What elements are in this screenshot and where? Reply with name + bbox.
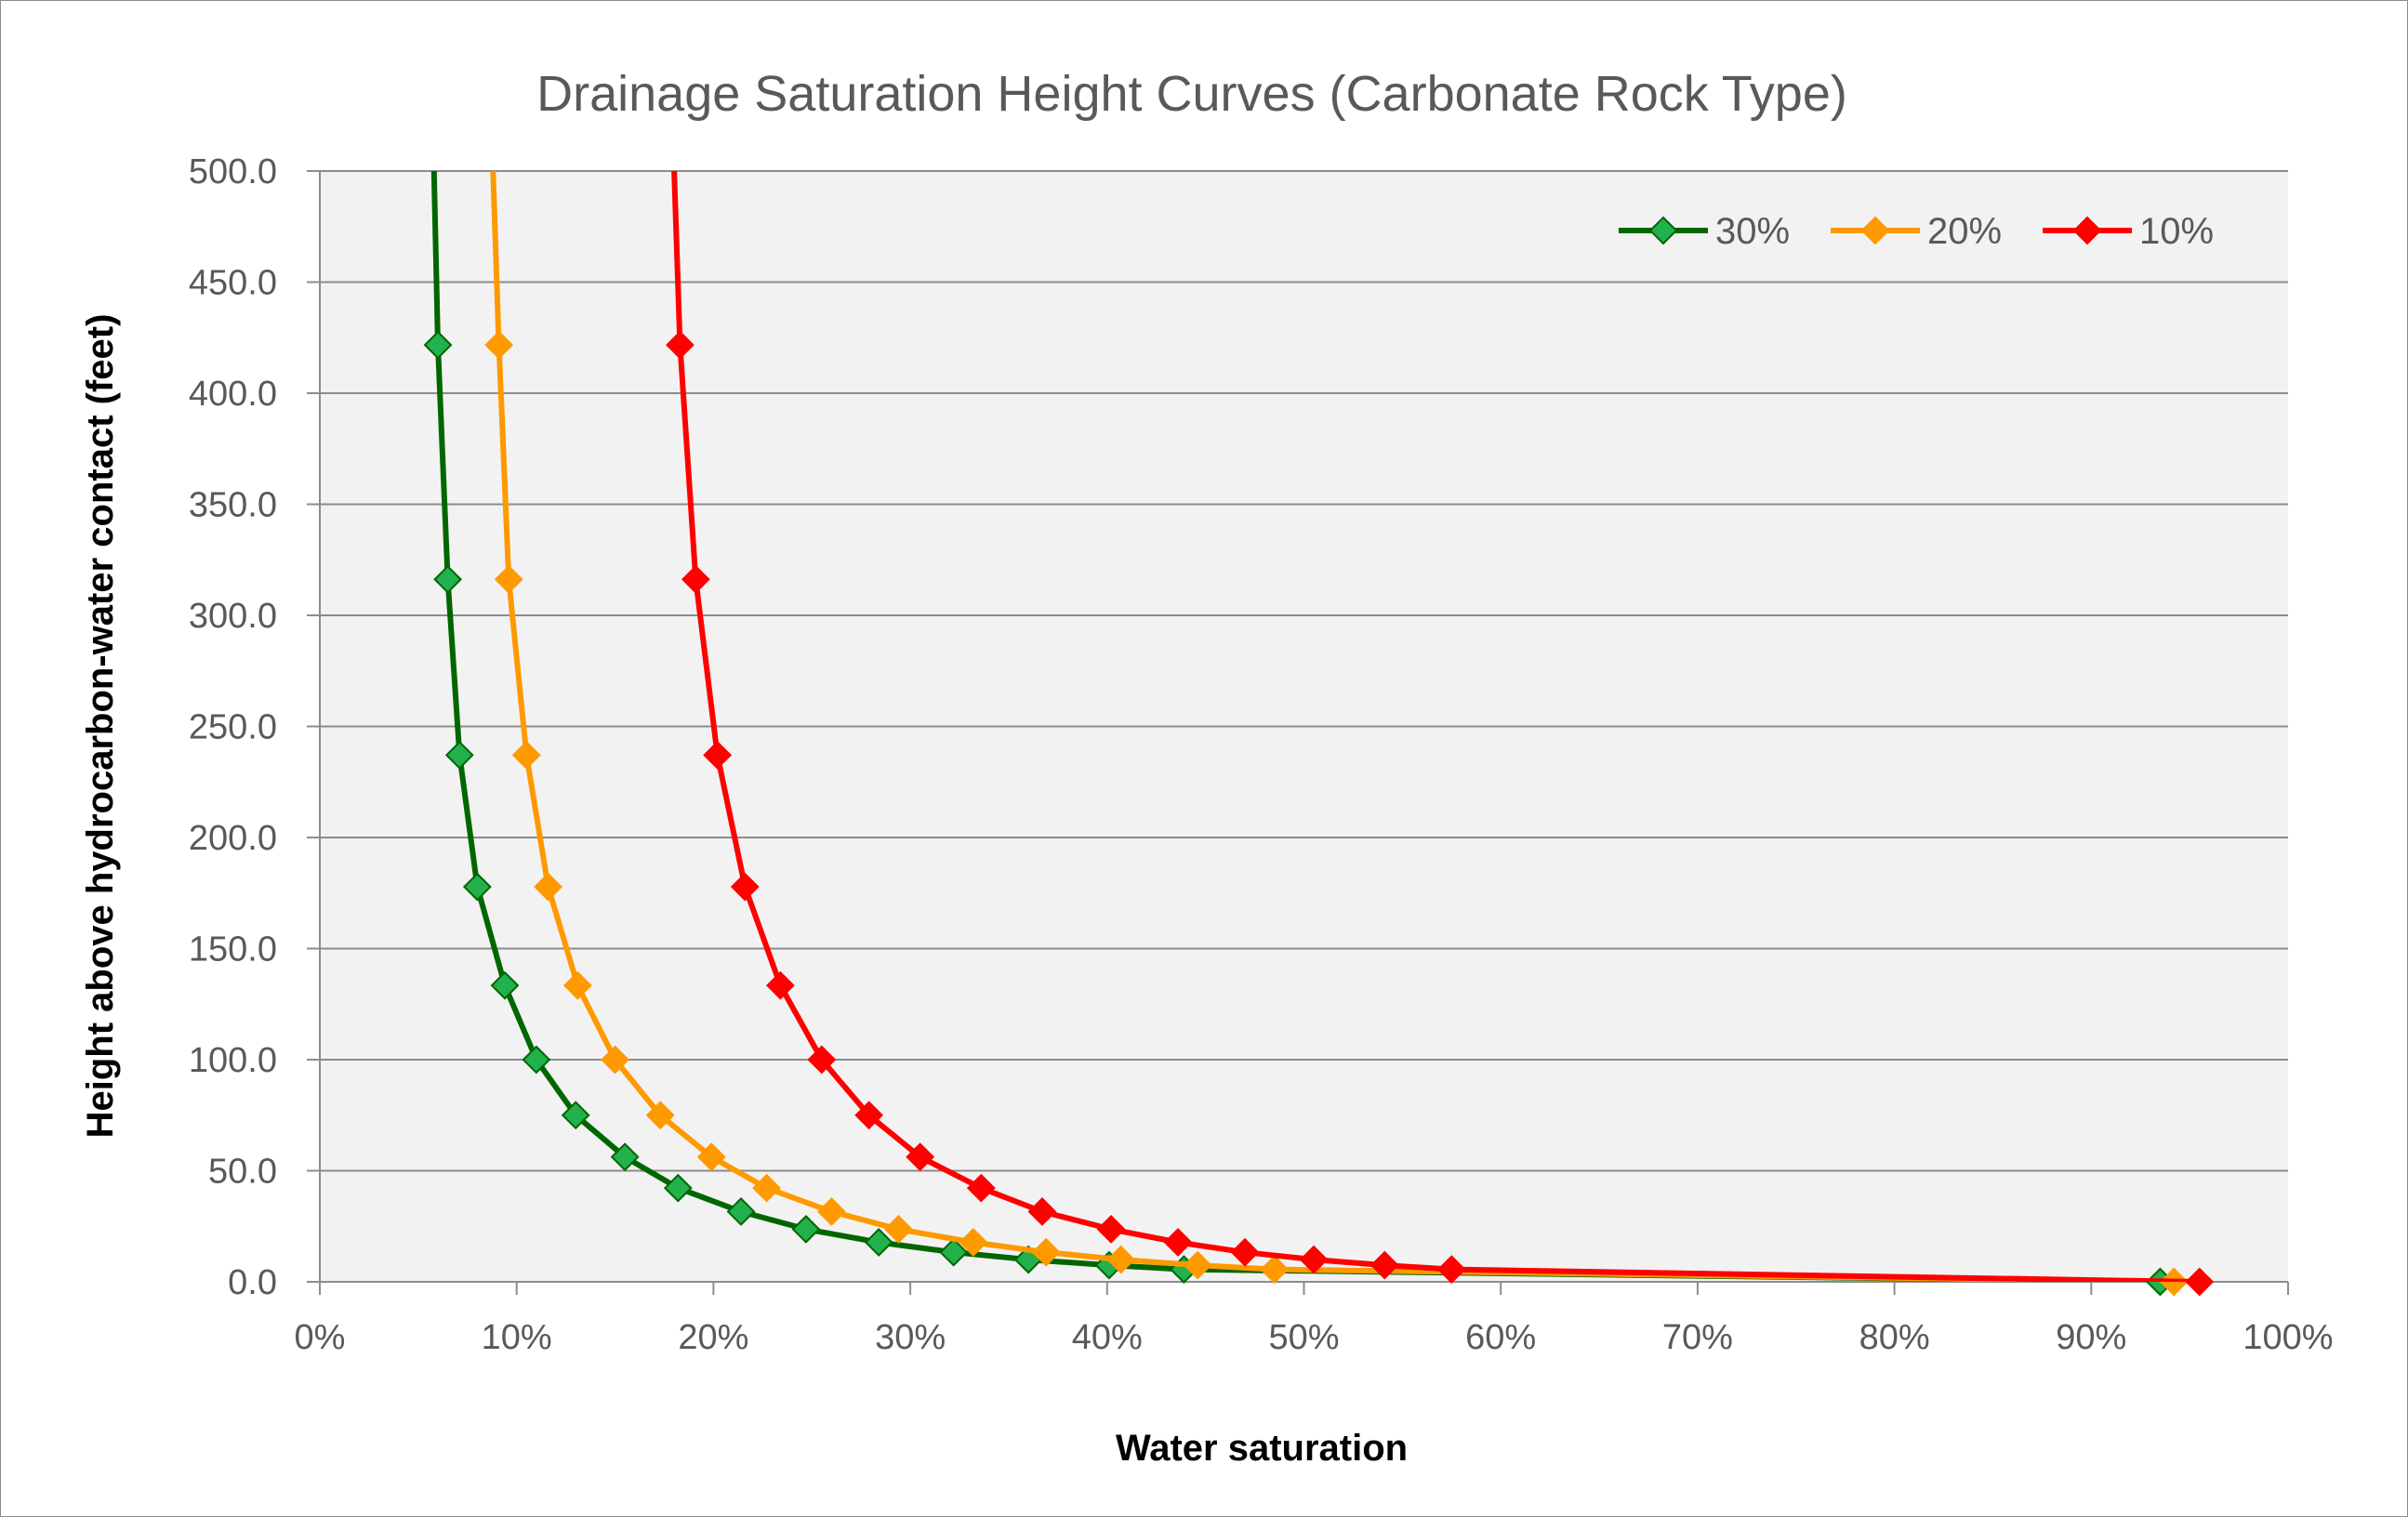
legend-swatch-marker-1 [1860,216,1890,245]
data-point-1-12 [959,1228,988,1257]
legend-item-1: 20% [1831,211,2002,252]
data-point-2-8 [906,1142,935,1172]
data-point-2-2 [681,564,710,594]
y-tick-label-5: 250.0 [189,708,277,747]
data-point-1-3 [511,740,541,770]
legend-swatch-marker-2 [2072,216,2102,245]
y-axis-title: Height above hydrocarbon-water contact (… [80,314,121,1139]
data-point-0-6 [522,1045,551,1075]
series-2 [665,171,2215,1297]
x-tick-label-10: 100% [2243,1318,2333,1357]
data-point-1-8 [696,1142,726,1172]
data-point-2-1 [665,330,695,360]
data-point-2-9 [966,1173,996,1203]
y-tick-label-6: 300.0 [189,597,277,636]
x-tick-label-0: 0% [295,1318,346,1357]
y-tick-label-10: 500.0 [189,152,277,191]
data-point-0-3 [444,740,474,770]
legend-label-2: 10% [2139,211,2214,252]
data-point-0-8 [610,1142,640,1172]
data-point-1-11 [883,1214,913,1244]
data-point-2-5 [765,970,795,1000]
data-point-0-1 [423,330,453,360]
data-point-0-7 [561,1101,590,1130]
legend-item-0: 30% [1619,211,1790,252]
x-tick-label-9: 90% [2056,1318,2126,1357]
x-tick-label-3: 30% [875,1318,946,1357]
legend: 30% 20% 10% [1619,211,2214,252]
y-tick-label-9: 450.0 [189,264,277,303]
data-point-0-2 [433,564,463,594]
x-tick-label-1: 10% [482,1318,552,1357]
legend-swatch-marker-0 [1648,216,1678,245]
data-point-2-12 [1163,1228,1193,1257]
y-axis-ticks: 0.0 50.0 100.0 150.0 200.0 250.0 300.0 350.0 400… [189,152,320,1302]
data-point-2-13 [1230,1237,1260,1267]
legend-label-1: 20% [1927,211,2002,252]
x-axis-title: Water saturation [1116,1428,1408,1469]
data-point-2-11 [1096,1214,1126,1244]
data-point-1-7 [645,1101,675,1130]
data-point-0-13 [939,1237,969,1267]
y-tick-label-0: 0.0 [228,1263,277,1302]
data-point-2-7 [854,1101,884,1130]
y-tick-label-4: 200.0 [189,819,277,858]
data-point-1-9 [752,1173,781,1203]
x-tick-label-5: 50% [1268,1318,1339,1357]
y-tick-label-1: 50.0 [208,1153,277,1192]
data-point-1-14 [1106,1245,1136,1274]
series-layer [423,171,2215,1297]
gridlines [320,170,2288,1172]
y-tick-label-8: 400.0 [189,375,277,414]
data-point-2-6 [807,1045,837,1075]
data-point-1-13 [1031,1237,1061,1267]
data-point-2-15 [1369,1250,1399,1280]
data-point-2-16 [1436,1255,1466,1285]
data-point-1-2 [494,564,523,594]
x-axis-ticks: 0% 10% 20% 30% 40% 50% 60% 70% 80% 90% 100% [295,1282,2334,1357]
data-point-2-17 [2185,1267,2215,1297]
data-point-0-11 [791,1214,821,1244]
data-point-0-9 [663,1173,693,1203]
legend-item-2: 10% [2043,211,2214,252]
data-point-0-10 [726,1197,756,1226]
series-1 [484,171,2189,1297]
data-point-1-15 [1183,1250,1212,1280]
data-point-2-14 [1299,1245,1329,1274]
x-tick-label-2: 20% [678,1318,748,1357]
x-tick-label-6: 60% [1465,1318,1536,1357]
data-point-0-5 [490,970,520,1000]
y-tick-label-7: 350.0 [189,486,277,525]
legend-label-0: 30% [1715,211,1790,252]
x-tick-label-8: 80% [1859,1318,1930,1357]
chart-title: Drainage Saturation Height Curves (Carbo… [536,66,1847,122]
data-point-1-10 [817,1197,846,1226]
data-point-1-6 [601,1045,629,1075]
y-tick-label-2: 100.0 [189,1041,277,1080]
data-point-0-12 [864,1228,893,1257]
data-point-2-4 [730,872,760,902]
data-point-1-16 [1260,1255,1290,1285]
data-point-2-10 [1027,1197,1057,1226]
data-point-1-5 [562,970,592,1000]
y-tick-label-3: 150.0 [189,930,277,970]
data-point-2-3 [703,740,733,770]
data-point-1-1 [484,330,514,360]
data-point-1-4 [534,872,562,902]
x-tick-label-7: 70% [1662,1318,1733,1357]
data-point-0-4 [462,872,492,902]
x-tick-label-4: 40% [1072,1318,1143,1357]
